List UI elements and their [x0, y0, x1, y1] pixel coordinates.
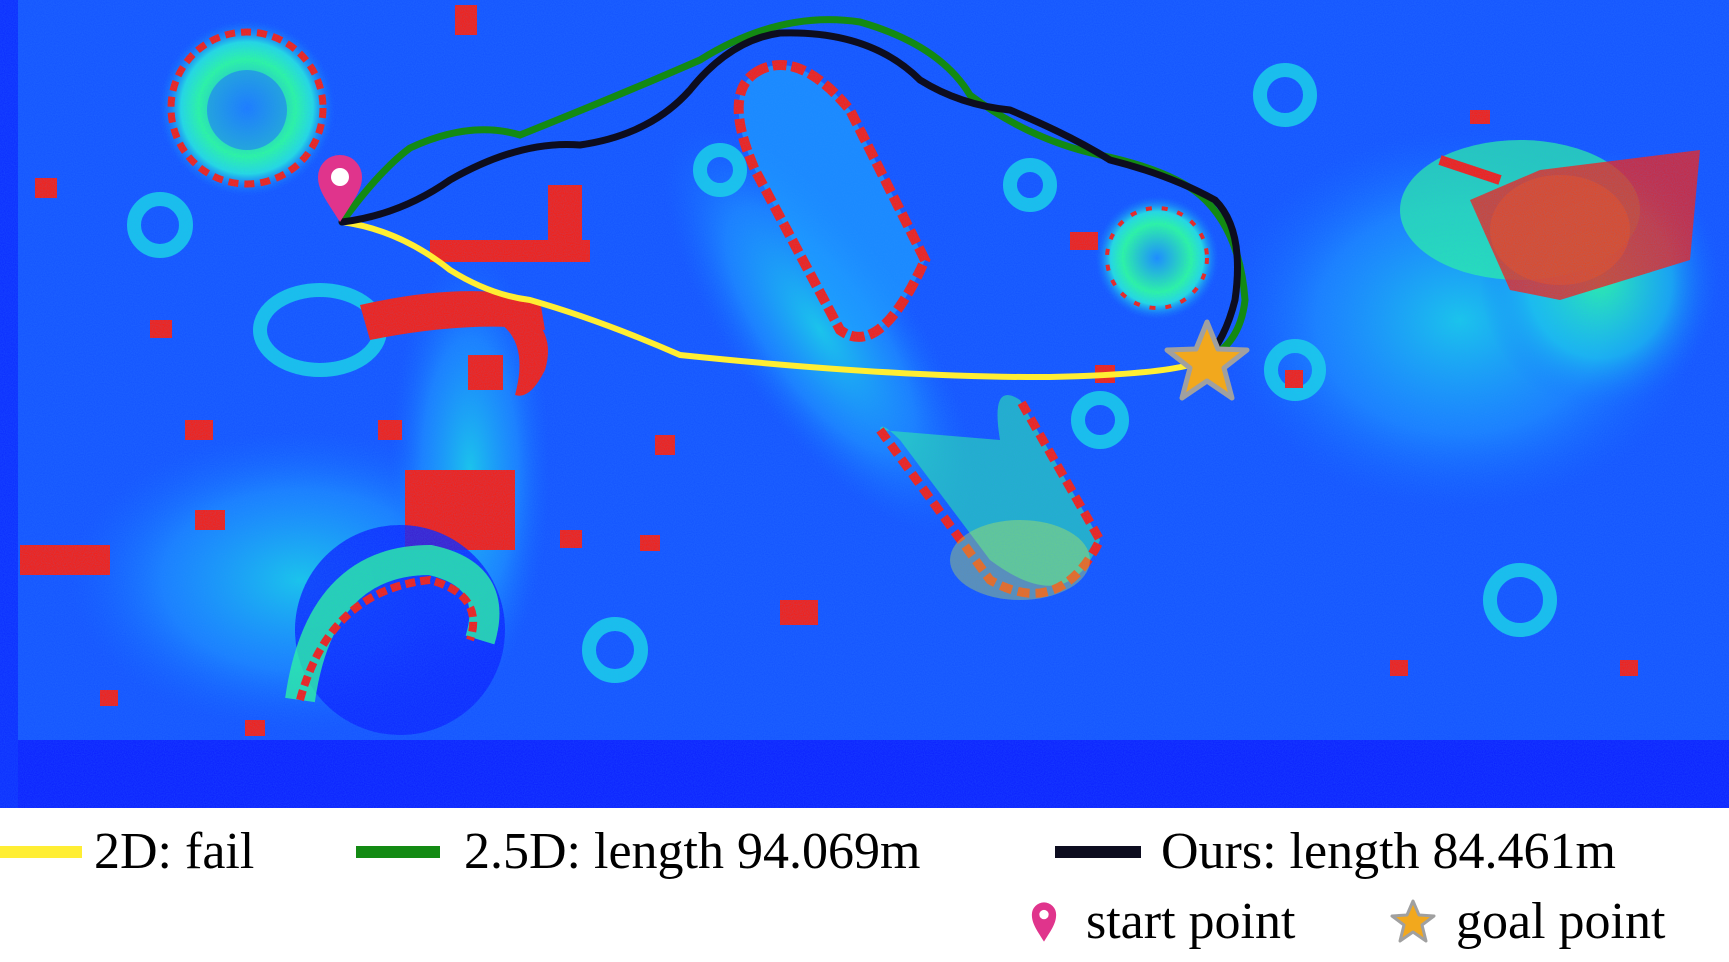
- traversability-map: [0, 0, 1729, 808]
- legend-label-2d: 2D: fail: [94, 823, 255, 880]
- star-icon: [1390, 899, 1436, 943]
- legend: 2D: fail 2.5D: length 94.069m Ours: leng…: [0, 808, 1729, 962]
- start-point-marker: [318, 155, 362, 222]
- point-cloud-noise: [0, 0, 1729, 808]
- legend-item-ours: Ours: length 84.461m: [1055, 826, 1616, 878]
- legend-swatch-ours: [1055, 846, 1141, 858]
- goal-point-marker: [1164, 319, 1250, 401]
- legend-swatch-2d: [0, 846, 82, 858]
- legend-label-goal: goal point: [1456, 893, 1666, 950]
- legend-label-start: start point: [1086, 893, 1296, 950]
- legend-label-2-5d: 2.5D: length 94.069m: [464, 823, 921, 880]
- legend-item-2d: 2D: fail: [0, 826, 254, 878]
- legend-swatch-2-5d: [356, 846, 440, 858]
- legend-item-goal: goal point: [1388, 896, 1665, 948]
- path-2d: [339, 219, 1193, 381]
- map-pin-icon: [1031, 902, 1057, 942]
- legend-label-ours: Ours: length 84.461m: [1161, 823, 1616, 880]
- path-2-5d: [338, 16, 1249, 364]
- path-ours: [338, 29, 1241, 364]
- legend-item-start: start point: [1030, 896, 1295, 948]
- legend-item-2-5d: 2.5D: length 94.069m: [356, 826, 920, 878]
- map-canvas: [0, 0, 1729, 808]
